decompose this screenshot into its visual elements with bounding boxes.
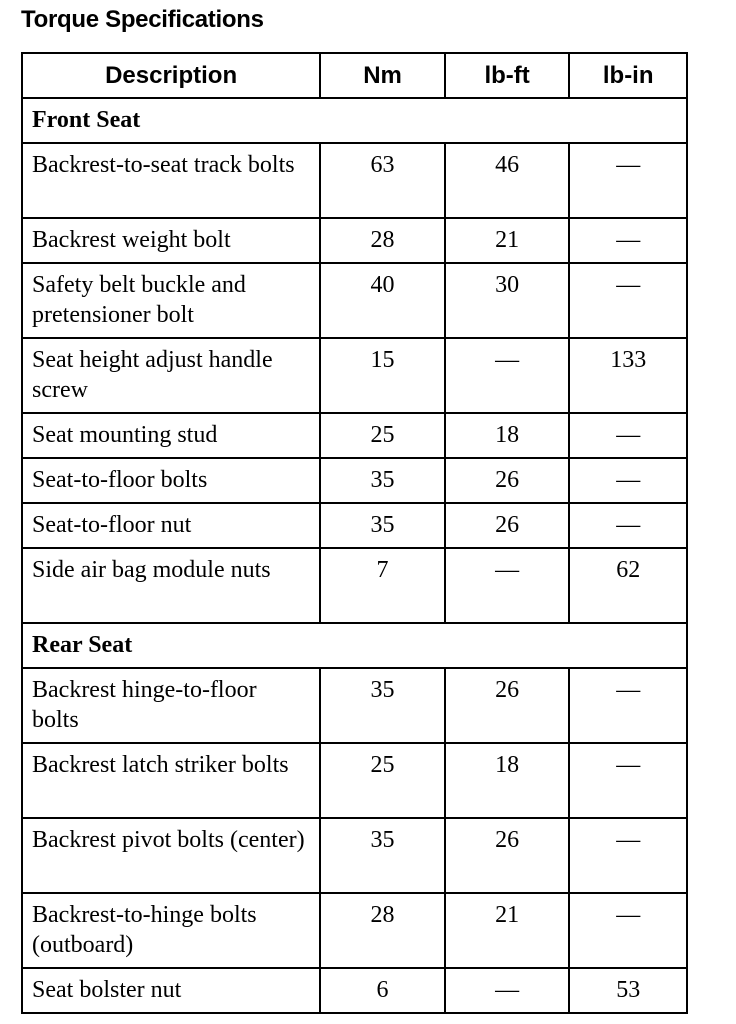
lbin-cell: — (568, 457, 688, 504)
column-header-lbin: lb-in (568, 52, 688, 99)
description-cell: Backrest-to-hinge bolts (outboard) (20, 892, 322, 969)
description-cell: Backrest-to-seat track bolts (20, 142, 322, 219)
lbin-cell: — (568, 817, 688, 894)
lbft-cell: — (443, 967, 571, 1014)
lbin-cell: 62 (568, 547, 688, 624)
table-row: Backrest hinge-to-floor bolts 35 26— (20, 667, 688, 744)
description-cell: Seat-to-floor bolts (20, 457, 322, 504)
lbin-cell: — (568, 892, 688, 969)
lbft-cell: 26 (443, 667, 571, 744)
nm-cell: 6 (319, 967, 446, 1014)
description-cell: Backrest latch striker bolts (20, 742, 322, 819)
table-row: Seat height adjust handle screw 15—133 (20, 337, 688, 414)
table-row: Backrest-to-hinge bolts (outboard) 28 21— (20, 892, 688, 969)
description-cell: Backrest weight bolt (20, 217, 322, 264)
lbin-cell: — (568, 262, 688, 339)
lbft-cell: 26 (443, 457, 571, 504)
lbin-cell: — (568, 667, 688, 744)
lbft-cell: 21 (443, 217, 571, 264)
lbft-cell: 18 (443, 742, 571, 819)
table-row: Backrest latch striker bolts 25 18— (20, 742, 688, 819)
lbin-cell: 133 (568, 337, 688, 414)
lbin-cell: 53 (568, 967, 688, 1014)
section-row: Rear Seat (21, 622, 688, 669)
description-cell: Seat bolster nut (20, 967, 322, 1014)
column-header-description: Description (20, 52, 322, 99)
nm-cell: 40 (319, 262, 446, 339)
section-heading: Rear Seat (21, 622, 688, 669)
nm-cell: 35 (319, 667, 446, 744)
table-row: Seat bolster nut 6—53 (20, 967, 688, 1014)
table-row: Seat-to-floor bolts 35 26— (20, 457, 688, 504)
table-row: Backrest weight bolt 28 21— (20, 217, 688, 264)
lbin-cell: — (568, 142, 688, 219)
lbft-cell: — (443, 337, 571, 414)
description-cell: Side air bag module nuts (20, 547, 322, 624)
lbft-cell: 21 (443, 892, 571, 969)
section-row: Front Seat (21, 97, 688, 144)
description-cell: Backrest pivot bolts (center) (20, 817, 322, 894)
table-row: Seat-to-floor nut 35 26— (20, 502, 688, 549)
lbft-cell: 30 (443, 262, 571, 339)
description-cell: Seat-to-floor nut (20, 502, 322, 549)
table-header-row: Description Nm lb-ft lb-in (20, 52, 688, 99)
page-title: Torque Specifications (21, 6, 264, 33)
table-row: Seat mounting stud 25 18— (20, 412, 688, 459)
lbin-cell: — (568, 502, 688, 549)
table-row: Backrest-to-seat track bolts 63 46— (20, 142, 688, 219)
description-cell: Seat mounting stud (20, 412, 322, 459)
nm-cell: 25 (319, 412, 446, 459)
lbft-cell: 46 (443, 142, 571, 219)
column-header-lbft: lb-ft (443, 52, 571, 99)
nm-cell: 28 (319, 217, 446, 264)
nm-cell: 7 (319, 547, 446, 624)
nm-cell: 28 (319, 892, 446, 969)
description-cell: Backrest hinge-to-floor bolts (20, 667, 322, 744)
nm-cell: 15 (319, 337, 446, 414)
nm-cell: 35 (319, 457, 446, 504)
torque-table: Description Nm lb-ft lb-in Front Seat Bac… (20, 52, 688, 1014)
description-cell: Seat height adjust handle screw (20, 337, 322, 414)
table-row: Safety belt buckle and pretensioner bolt… (20, 262, 688, 339)
table-row: Side air bag module nuts 7—62 (20, 547, 688, 624)
lbin-cell: — (568, 742, 688, 819)
section-heading: Front Seat (21, 97, 688, 144)
lbft-cell: — (443, 547, 571, 624)
lbin-cell: — (568, 412, 688, 459)
description-cell: Safety belt buckle and pretensioner bolt (20, 262, 322, 339)
column-header-nm: Nm (319, 52, 446, 99)
lbin-cell: — (568, 217, 688, 264)
nm-cell: 35 (319, 502, 446, 549)
lbft-cell: 26 (443, 817, 571, 894)
lbft-cell: 18 (443, 412, 571, 459)
nm-cell: 63 (319, 142, 446, 219)
nm-cell: 35 (319, 817, 446, 894)
nm-cell: 25 (319, 742, 446, 819)
table-row: Backrest pivot bolts (center) 35 26— (20, 817, 688, 894)
lbft-cell: 26 (443, 502, 571, 549)
